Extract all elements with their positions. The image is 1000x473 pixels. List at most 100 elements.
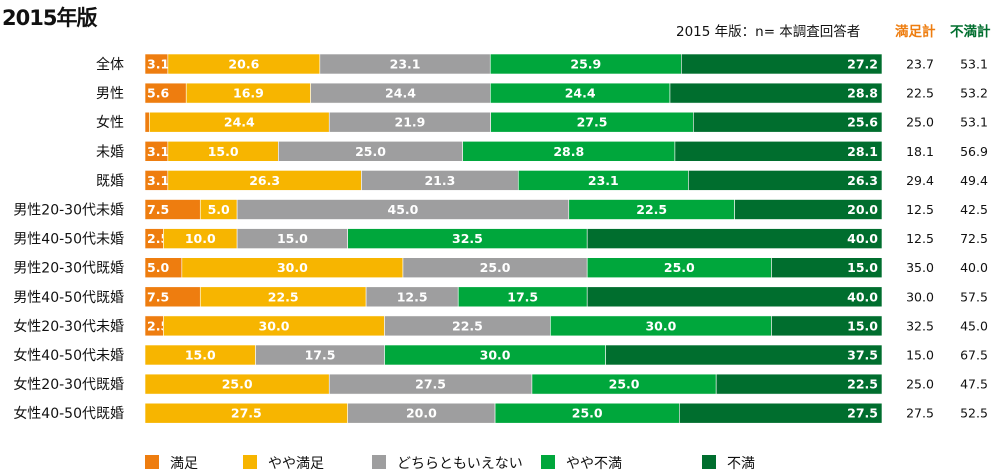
bar-segment-4 — [771, 257, 883, 279]
dissatisfied-total: 53.2 — [960, 86, 988, 101]
row-label: 全体 — [96, 56, 124, 73]
satisfied-total: 12.5 — [906, 202, 934, 217]
satisfied-total: 27.5 — [906, 406, 934, 421]
bar-segment-4 — [679, 402, 883, 424]
satisfied-total: 23.7 — [906, 57, 934, 72]
row-label: 男性20-30代未婚 — [13, 203, 124, 219]
segment-label: 22.5 — [452, 318, 483, 333]
segment-label: 23.1 — [588, 173, 619, 188]
bar-segment-0 — [144, 111, 150, 133]
chart-title: 2015年版 — [2, 6, 97, 30]
satisfied-total: 25.0 — [906, 377, 934, 392]
segment-label: 30.0 — [259, 318, 290, 333]
segment-label: 3.1 — [147, 57, 169, 72]
bar-segment-4 — [605, 344, 883, 366]
row-label: 男性40-50代既婚 — [13, 290, 124, 306]
segment-label: 27.2 — [847, 57, 878, 72]
row-label: 女性20-30代未婚 — [13, 318, 124, 335]
dissatisfied-total-header: 不満計 — [950, 24, 991, 40]
segment-label: 27.5 — [415, 377, 446, 392]
satisfied-total: 35.0 — [906, 260, 934, 275]
row-label: 男性 — [96, 86, 124, 102]
segment-label: 22.5 — [847, 377, 878, 392]
bar-segment-4 — [669, 82, 883, 104]
segment-label: 25.0 — [480, 260, 511, 275]
segment-label: 25.0 — [664, 260, 695, 275]
dissatisfied-total: 72.5 — [960, 231, 988, 246]
segment-label: 26.3 — [249, 173, 280, 188]
segment-label: 28.1 — [847, 144, 878, 159]
bar-segment-4 — [693, 111, 883, 133]
segment-label: 45.0 — [388, 202, 419, 217]
row-label: 女性20-30代既婚 — [13, 376, 124, 393]
segment-label: 24.4 — [385, 86, 416, 101]
segment-label: 17.5 — [305, 348, 336, 363]
segment-label: 5.0 — [208, 202, 230, 217]
bar-segment-4 — [771, 315, 883, 337]
segment-label: 15.0 — [277, 231, 308, 246]
dissatisfied-total: 53.1 — [960, 115, 988, 130]
segment-label: 15.0 — [185, 348, 216, 363]
row-label: 男性20-30代既婚 — [13, 261, 124, 277]
dissatisfied-total: 47.5 — [960, 377, 988, 392]
legend-swatch-1 — [243, 455, 257, 469]
satisfied-total-header: 満足計 — [895, 24, 936, 40]
satisfied-total: 29.4 — [906, 173, 934, 188]
legend-label: 満足 — [170, 456, 198, 472]
segment-label: 28.8 — [553, 144, 584, 159]
segment-label: 27.5 — [231, 406, 262, 421]
bar-segment-4 — [586, 286, 883, 308]
segment-label: 25.0 — [609, 377, 640, 392]
segment-label: 21.9 — [395, 115, 426, 130]
segment-label: 21.3 — [424, 173, 455, 188]
legend-label: やや不満 — [566, 456, 622, 472]
segment-label: 17.5 — [507, 289, 538, 304]
legend-swatch-0 — [145, 455, 159, 469]
segment-label: 27.5 — [847, 406, 878, 421]
segment-label: 30.0 — [277, 260, 308, 275]
bar-segment-4 — [586, 228, 883, 249]
segment-label: 20.6 — [228, 57, 259, 72]
segment-label: 23.1 — [390, 57, 421, 72]
row-label: 女性40-50代未婚 — [13, 347, 124, 364]
segment-label: 28.8 — [847, 86, 878, 101]
satisfied-total: 15.0 — [906, 348, 934, 363]
segment-label: 25.0 — [222, 377, 253, 392]
segment-label: 25.0 — [572, 406, 603, 421]
row-label: 未婚 — [96, 144, 124, 160]
dissatisfied-total: 49.4 — [960, 173, 988, 188]
segment-label: 37.5 — [847, 348, 878, 363]
segment-label: 15.0 — [847, 318, 878, 333]
segment-label: 15.0 — [847, 260, 878, 275]
segment-label: 30.0 — [645, 318, 676, 333]
satisfied-total: 18.1 — [906, 144, 934, 159]
legend-swatch-3 — [541, 455, 555, 469]
dissatisfied-total: 45.0 — [960, 318, 988, 333]
segment-label: 7.5 — [147, 202, 169, 217]
dissatisfied-total: 53.1 — [960, 57, 988, 72]
segment-label: 40.0 — [847, 289, 878, 304]
dissatisfied-total: 67.5 — [960, 348, 988, 363]
satisfied-total: 25.0 — [906, 115, 934, 130]
satisfied-total: 30.0 — [906, 289, 934, 304]
segment-label: 22.5 — [268, 289, 299, 304]
row-label: 男性40-50代未婚 — [13, 232, 124, 248]
legend-label: どちらともいえない — [397, 456, 523, 472]
segment-label: 10.0 — [185, 231, 216, 246]
segment-label: 7.5 — [147, 289, 169, 304]
legend-swatch-2 — [372, 455, 386, 469]
dissatisfied-total: 42.5 — [960, 202, 988, 217]
bar-segment-4 — [715, 373, 883, 395]
segment-label: 15.0 — [208, 144, 239, 159]
bar-segment-4 — [674, 141, 883, 162]
segment-label: 16.9 — [233, 86, 264, 101]
row-label: 既婚 — [96, 173, 124, 189]
row-label: 女性40-50代既婚 — [13, 405, 124, 422]
segment-label: 26.3 — [847, 173, 878, 188]
segment-label: 25.0 — [355, 144, 386, 159]
segment-label: 30.0 — [480, 348, 511, 363]
legend-swatch-4 — [702, 455, 716, 469]
segment-label: 20.0 — [847, 202, 878, 217]
bar-segment-4 — [688, 170, 883, 191]
